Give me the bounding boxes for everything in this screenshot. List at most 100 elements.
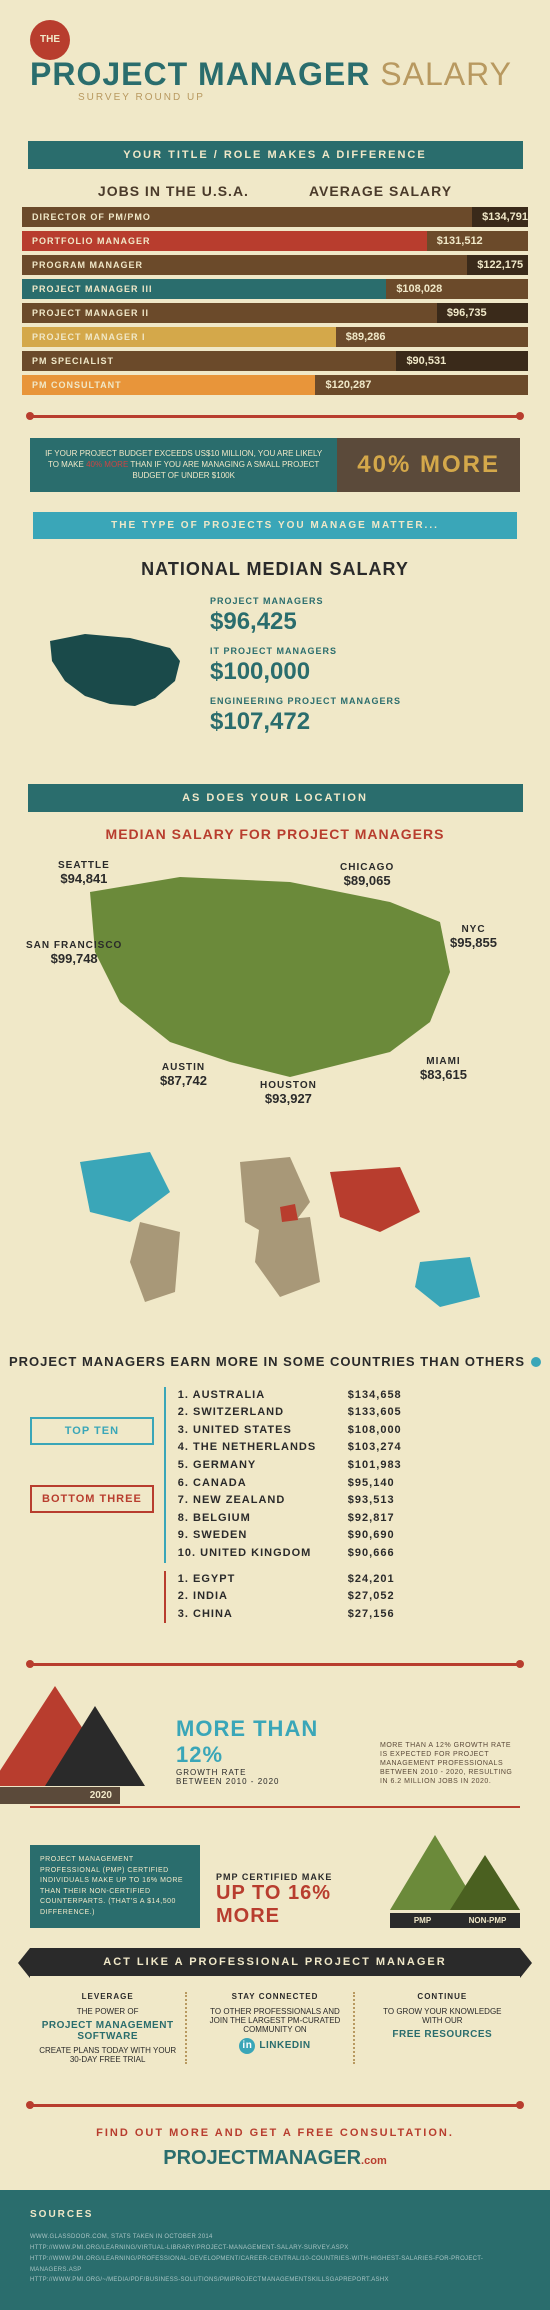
bottom-tag: BOTTOM THREE: [30, 1485, 154, 1513]
bar-value: $108,028: [386, 279, 528, 299]
bar-value: $96,735: [437, 303, 528, 323]
bar-label: PROJECT MANAGER III: [22, 279, 386, 299]
nat-value: $96,425: [210, 608, 510, 636]
budget-percent: 40% MORE: [337, 438, 520, 492]
growth-sub: GROWTH RATE: [176, 1768, 364, 1777]
city-label: CHICAGO$89,065: [340, 862, 394, 888]
act-col: STAY CONNECTEDTO OTHER PROFESSIONALS AND…: [197, 1992, 354, 2064]
bar-value: $89,286: [336, 327, 528, 347]
act-col: CONTINUETO GROW YOUR KNOWLEDGE WITH OURF…: [365, 1992, 520, 2064]
column-headers: JOBS IN THE U.S.A. AVERAGE SALARY: [0, 183, 550, 199]
usa-map-small: [40, 626, 190, 716]
city-label: NYC$95,855: [450, 924, 497, 950]
nat-category: IT PROJECT MANAGERS: [210, 646, 510, 656]
budget-callout: IF YOUR PROJECT BUDGET EXCEEDS US$10 MIL…: [30, 438, 520, 492]
pmp-text: PROJECT MANAGEMENT PROFESSIONAL (PMP) CE…: [30, 1845, 200, 1928]
bar-value: $122,175: [467, 255, 528, 275]
rank-row: 10. UNITED KINGDOM$90,666: [178, 1545, 520, 1563]
bar-label: PM CONSULTANT: [22, 375, 315, 395]
divider: [30, 1663, 520, 1666]
ribbon-type: THE TYPE OF PROJECTS YOU MANAGE MATTER..…: [33, 512, 517, 539]
city-label: AUSTIN$87,742: [160, 1062, 207, 1088]
city-label: MIAMI$83,615: [420, 1056, 467, 1082]
bottom-list: 1. EGYPT$24,2012. INDIA$27,0523. CHINA$2…: [164, 1571, 520, 1624]
page-title: PROJECT MANAGER SALARY: [30, 60, 512, 89]
source-line: HTTP://WWW.PMI.ORG/~/MEDIA/PDF/BUSINESS-…: [30, 2275, 520, 2286]
world-map: [30, 1122, 520, 1342]
budget-text: IF YOUR PROJECT BUDGET EXCEEDS US$10 MIL…: [30, 438, 337, 492]
linkedin-icon[interactable]: in: [239, 2038, 255, 2054]
source-line: HTTP://WWW.PMI.ORG/LEARNING/PROFESSIONAL…: [30, 2254, 520, 2276]
rank-row: 8. BELGIUM$92,817: [178, 1510, 520, 1528]
bar-value: $120,287: [315, 375, 528, 395]
divider: [30, 415, 520, 418]
rank-row: 9. SWEDEN$90,690: [178, 1527, 520, 1545]
national-heading: NATIONAL MEDIAN SALARY: [0, 559, 550, 580]
nat-value: $100,000: [210, 658, 510, 686]
bar-label: PROJECT MANAGER II: [22, 303, 437, 323]
rank-row: 5. GERMANY$101,983: [178, 1457, 520, 1475]
title-b: SALARY: [380, 56, 512, 92]
nat-category: ENGINEERING PROJECT MANAGERS: [210, 696, 510, 706]
bar-value: $131,512: [427, 231, 528, 251]
bar-label: PORTFOLIO MANAGER: [22, 231, 427, 251]
title-a: PROJECT MANAGER: [30, 56, 370, 92]
rank-row: 1. EGYPT$24,201: [178, 1571, 520, 1589]
topten-list: 1. AUSTRALIA$134,6582. SWITZERLAND$133,6…: [164, 1387, 520, 1563]
city-label: SAN FRANCISCO$99,748: [26, 940, 122, 966]
nat-category: PROJECT MANAGERS: [210, 596, 510, 606]
pmp-section: PROJECT MANAGEMENT PROFESSIONAL (PMP) CE…: [30, 1838, 520, 1928]
bar-label: PM SPECIALIST: [22, 351, 396, 371]
bar-value: $90,531: [396, 351, 528, 371]
sources-heading: SOURCES: [30, 2206, 520, 2224]
topten-tag: TOP TEN: [30, 1417, 154, 1445]
bar-label: DIRECTOR OF PM/PMO: [22, 207, 472, 227]
bar-label: PROJECT MANAGER I: [22, 327, 336, 347]
earn-heading: PROJECT MANAGERS EARN MORE IN SOME COUNT…: [0, 1354, 550, 1369]
findout-text: FIND OUT MORE AND GET A FREE CONSULTATIO…: [0, 2127, 550, 2139]
growth-section: 20102020 MORE THAN 12% GROWTH RATE BETWE…: [30, 1686, 520, 1786]
rank-row: 7. NEW ZEALAND$93,513: [178, 1492, 520, 1510]
triangle-dark: [45, 1706, 145, 1786]
source-line: WWW.GLASSDOOR.COM, STATS TAKEN IN OCTOBE…: [30, 2232, 520, 2243]
banner-location: AS DOES YOUR LOCATION: [28, 784, 523, 812]
city-label: HOUSTON$93,927: [260, 1080, 317, 1106]
subtitle: SURVEY ROUND UP: [78, 92, 520, 103]
rank-row: 4. THE NETHERLANDS$103,274: [178, 1439, 520, 1457]
nat-value: $107,472: [210, 708, 510, 736]
action-columns: LEVERAGETHE POWER OFPROJECT MANAGEMENT S…: [0, 1992, 550, 2084]
growth-range: BETWEEN 2010 - 2020: [176, 1777, 364, 1786]
rank-row: 3. UNITED STATES$108,000: [178, 1422, 520, 1440]
rank-row: 2. INDIA$27,052: [178, 1588, 520, 1606]
rank-row: 1. AUSTRALIA$134,658: [178, 1387, 520, 1405]
source-line: HTTP://WWW.PMI.ORG/LEARNING/VIRTUAL-LIBR…: [30, 2243, 520, 2254]
rank-row: 6. CANADA$95,140: [178, 1475, 520, 1493]
col-salary: AVERAGE SALARY: [309, 183, 452, 199]
divider: [30, 2104, 520, 2107]
sources: SOURCES WWW.GLASSDOOR.COM, STATS TAKEN I…: [0, 2190, 550, 2310]
pmp-line1: PMP CERTIFIED MAKE: [216, 1872, 374, 1882]
city-label: SEATTLE$94,841: [58, 860, 110, 886]
growth-detail: MORE THAN A 12% GROWTH RATE IS EXPECTED …: [380, 1741, 520, 1786]
banner-role: YOUR TITLE / ROLE MAKES A DIFFERENCE: [28, 141, 523, 169]
rankings: TOP TEN BOTTOM THREE 1. AUSTRALIA$134,65…: [0, 1387, 550, 1644]
thin-divider: [30, 1806, 520, 1808]
rank-row: 3. CHINA$27,156: [178, 1606, 520, 1624]
bar-value: $134,791: [472, 207, 528, 227]
rank-row: 2. SWITZERLAND$133,605: [178, 1404, 520, 1422]
act-col: LEVERAGETHE POWER OFPROJECT MANAGEMENT S…: [30, 1992, 187, 2064]
bar-label: PROGRAM MANAGER: [22, 255, 467, 275]
col-jobs: JOBS IN THE U.S.A.: [98, 183, 249, 199]
pmp-line2: UP TO 16% MORE: [216, 1882, 374, 1928]
salary-bars: DIRECTOR OF PM/PMO$134,791 PORTFOLIO MANA…: [22, 207, 528, 395]
usa-map-wrap: SEATTLE$94,841CHICAGO$89,065SAN FRANCISC…: [30, 852, 520, 1112]
the-badge: THE: [30, 20, 70, 60]
logo[interactable]: PROJECTMANAGER.com: [0, 2147, 550, 2170]
growth-years: 20102020: [0, 1787, 120, 1804]
national-salaries: PROJECT MANAGERS $96,425 IT PROJECT MANAGE…: [210, 596, 510, 746]
growth-headline: MORE THAN 12%: [176, 1716, 364, 1768]
median-heading: MEDIAN SALARY FOR PROJECT MANAGERS: [0, 826, 550, 842]
national-row: PROJECT MANAGERS $96,425 IT PROJECT MANAGE…: [0, 596, 550, 766]
pmp-triangles: PMPNON-PMP: [390, 1838, 520, 1928]
act-banner: ACT LIKE A PROFESSIONAL PROJECT MANAGER: [30, 1948, 520, 1976]
